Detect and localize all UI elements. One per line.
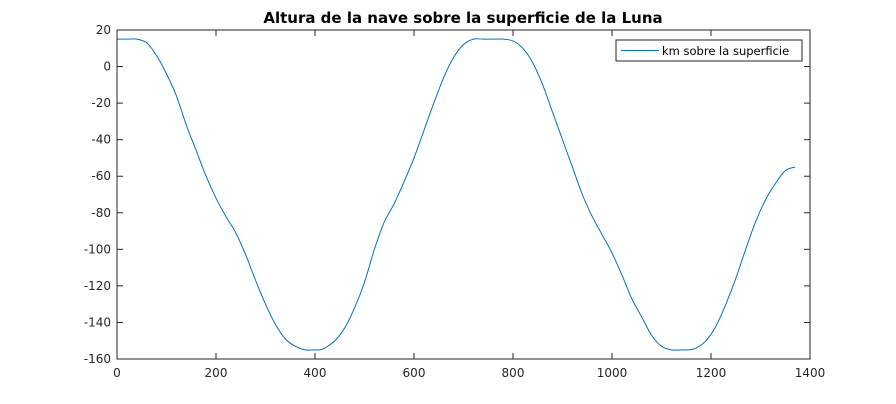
x-tick-label: 800 — [502, 366, 525, 380]
y-tick-label: -120 — [84, 279, 111, 293]
y-tick-label: -160 — [84, 352, 111, 366]
series-line — [117, 38, 796, 351]
y-tick-label: -80 — [91, 206, 111, 220]
chart-title: Altura de la nave sobre la superficie de… — [263, 9, 662, 27]
x-tick-label: 200 — [205, 366, 228, 380]
y-tick-label: -20 — [91, 96, 111, 110]
x-tick-label: 1400 — [795, 366, 826, 380]
y-tick-label: -140 — [84, 315, 111, 329]
x-tick-label: 400 — [304, 366, 327, 380]
legend-label: km sobre la superficie — [662, 44, 789, 58]
y-tick-label: 0 — [103, 60, 111, 74]
y-tick-label: -60 — [91, 169, 111, 183]
legend: km sobre la superficie — [615, 39, 803, 62]
plot-area — [117, 30, 810, 359]
y-tick-label: 20 — [96, 23, 111, 37]
x-tick-label: 1000 — [597, 366, 628, 380]
legend-box — [615, 39, 803, 62]
x-tick-label: 600 — [403, 366, 426, 380]
plot-frame — [116, 29, 811, 360]
x-tick-label: 1200 — [696, 366, 727, 380]
y-tick-label: -40 — [91, 133, 111, 147]
y-tick-label: -100 — [84, 242, 111, 256]
x-tick-label: 0 — [113, 366, 121, 380]
